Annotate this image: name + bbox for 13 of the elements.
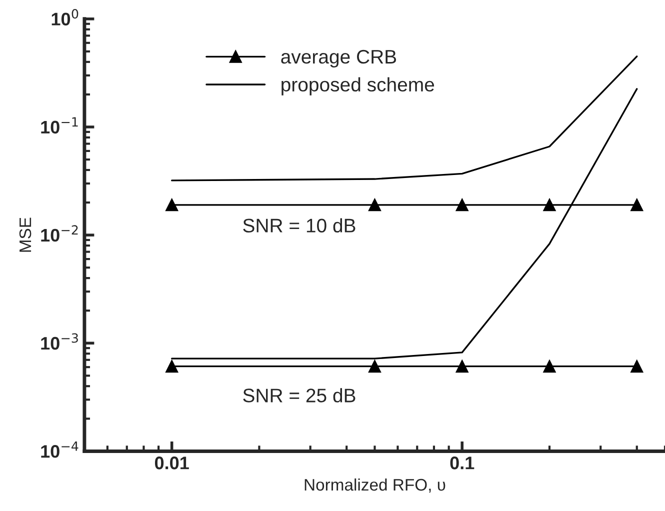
x-tick-label: 0.1 — [450, 456, 474, 470]
x-tick-label: 0.01 — [154, 456, 189, 470]
annotation: SNR = 10 dB — [243, 218, 356, 232]
y-tick-label: 10$^{0}$ — [52, 9, 78, 26]
legend-label: proposed scheme — [282, 77, 434, 96]
y-tick-label: 10$^{−4}$ — [41, 442, 78, 458]
y-tick-label: 10$^{−2}$ — [41, 225, 78, 242]
legend-label: average CRB — [281, 50, 396, 68]
x-axis-title: Normalized RFO, υ — [304, 478, 446, 493]
y-tick-label: 10$^{−3}$ — [41, 333, 78, 350]
annotation: SNR = 25 dB — [243, 388, 356, 402]
y-axis-title: MSE — [19, 218, 32, 252]
y-tick-label: 10$^{−1}$ — [41, 117, 78, 134]
